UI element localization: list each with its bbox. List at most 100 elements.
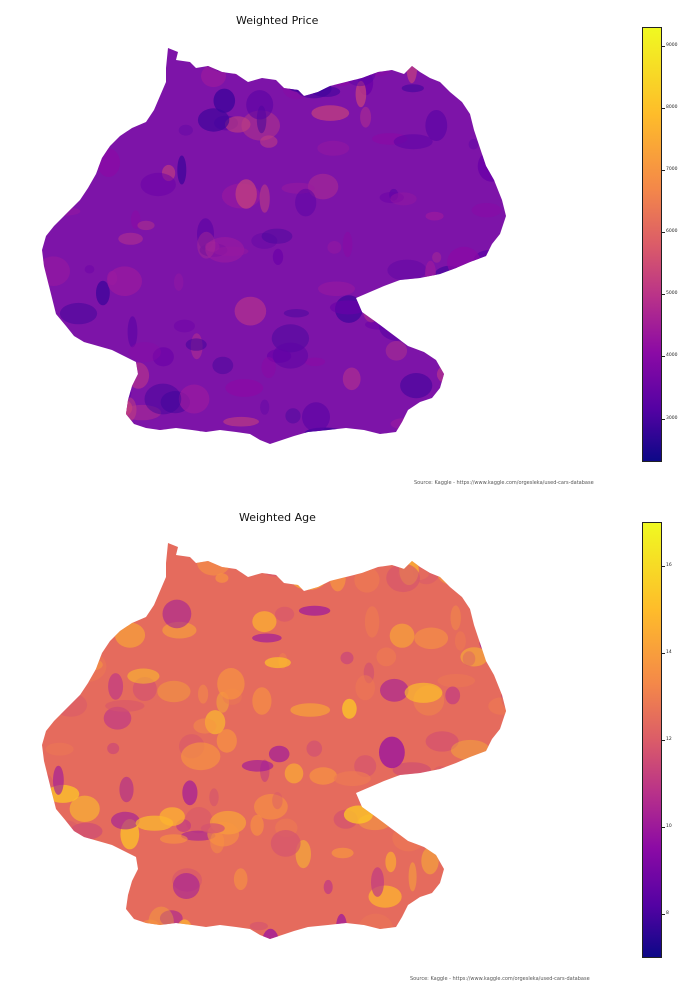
region-patch [197,108,230,132]
region-patch [285,408,301,424]
region-patch [250,814,264,836]
region-patch [268,745,290,763]
region-patch [401,84,424,93]
region-patch [107,271,118,286]
colorbar-tick-label: 6000 [666,229,678,235]
region-patch [173,319,195,333]
region-patch [181,742,221,771]
region-patch [69,795,100,822]
region-patch [311,105,350,121]
colorbar-tick-label: 14 [666,649,672,655]
region-patch [209,788,219,807]
region-patch [215,573,229,583]
region-patch [272,792,283,810]
region-patch [459,827,491,858]
region-patch [432,809,465,834]
region-patch [42,569,55,589]
region-patch [251,232,278,249]
region-patch [159,834,188,844]
region-patch [144,383,182,415]
region-patch [379,736,405,769]
region-patch [497,816,506,837]
colorbar-tick-mark [662,356,665,358]
region-patch [437,674,476,688]
region-patch [83,873,115,883]
region-patch [86,919,108,930]
colorbar-tick-mark [662,232,665,234]
region-patch [76,888,86,916]
region-patch [260,399,270,415]
region-patch [450,739,490,761]
colorbar-tick-mark [662,107,665,109]
region-patch [426,773,465,799]
region-patch [264,657,291,669]
region-patch [309,555,334,570]
region-patch [482,761,506,794]
germany-map-age [42,543,506,939]
region-patch [342,698,357,719]
region-patch [205,241,220,252]
region-patch [252,611,277,633]
region-patch [421,847,439,875]
region-patch [224,116,251,133]
region-patch [261,357,276,378]
region-patch [460,647,488,667]
region-patch [343,805,373,824]
region-patch [391,782,420,805]
germany-outline [42,48,506,444]
region-patch [380,678,409,702]
region-patch [127,316,138,348]
colorbar-tick-mark [662,45,665,47]
region-patch [360,106,372,128]
region-patch [103,706,132,730]
region-patch [304,357,326,367]
region-patch [389,623,415,648]
region-patch [376,647,397,667]
region-patch [216,729,237,753]
region-patch [213,88,236,113]
region-patch [261,228,293,244]
region-patch [185,338,207,351]
region-patch [329,300,367,315]
region-patch [233,868,248,891]
region-patch [52,820,80,838]
region-patch [473,812,482,836]
region-patch [172,873,200,899]
region-patch [196,548,231,576]
region-patch [404,682,443,703]
region-patch [272,342,309,369]
region-patch [54,693,88,717]
region-patch [358,913,394,939]
region-patch [78,584,97,599]
region-patch [114,570,135,578]
region-patch [159,910,183,927]
colorbar-tick-label: 5000 [666,291,678,297]
region-patch [425,211,444,221]
region-patch [290,703,331,717]
region-patch [118,232,143,245]
region-patch [342,367,361,391]
region-patch [178,124,193,136]
region-patch [499,831,506,859]
region-patch [105,700,145,712]
map-title: Weighted Age [239,511,316,524]
region-patch [342,231,353,258]
germany-outline [42,543,506,939]
region-patch [249,921,268,931]
source-note: Source: Kaggle - https://www.kaggle.com/… [410,976,590,982]
region-patch [252,633,282,643]
region-patch [425,110,448,141]
map-shapes [42,543,506,939]
region-patch [479,635,500,652]
region-patch [488,697,506,715]
region-patch [53,765,64,795]
region-patch [84,265,95,274]
colorbar [642,522,662,958]
region-patch [77,612,110,624]
region-patch [423,821,443,833]
region-patch [159,807,185,826]
region-patch [385,851,397,873]
region-patch [96,280,110,306]
region-patch [252,687,272,715]
region-patch [318,281,355,297]
